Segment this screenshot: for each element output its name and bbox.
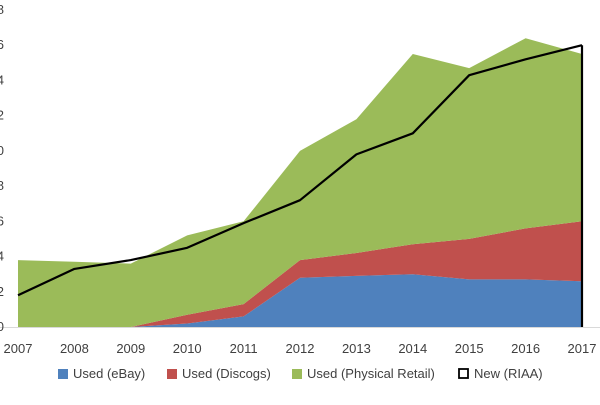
x-tick-label: 2015 — [455, 341, 484, 356]
x-tick-label: 2016 — [511, 341, 540, 356]
x-tick-label: 2008 — [60, 341, 89, 356]
legend-label-used-physical-retail: Used (Physical Retail) — [307, 366, 435, 381]
legend-swatch-used-discogs — [167, 369, 177, 379]
y-tick-label: 2 — [0, 284, 4, 299]
y-tick-labels: 0 2 4 6 8 10 12 14 16 18 — [0, 2, 4, 334]
line-new-riaa — [17, 44, 583, 297]
y-tick-label: 16 — [0, 37, 4, 52]
x-tick-label: 2013 — [342, 341, 371, 356]
legend-label-used-discogs: Used (Discogs) — [182, 366, 271, 381]
legend-swatch-new-riaa — [458, 368, 469, 379]
y-tick-label: 14 — [0, 72, 4, 87]
y-tick-label: 6 — [0, 213, 4, 228]
legend-swatch-used-ebay — [58, 369, 68, 379]
x-tick-label: 2009 — [116, 341, 145, 356]
y-tick-label: 12 — [0, 108, 4, 123]
y-tick-label: 10 — [0, 143, 4, 158]
x-tick-label: 2011 — [230, 341, 258, 356]
x-tick-label: 2007 — [4, 341, 33, 356]
x-tick-label: 2010 — [173, 341, 202, 356]
legend: Used (eBay) Used (Discogs) Used (Physical … — [58, 366, 543, 381]
legend-label-new-riaa: New (RIAA) — [474, 366, 543, 381]
x-tick-labels: 2007 2008 2009 2010 2011 2012 2013 2014 2015 2016… — [4, 341, 597, 356]
x-tick-label: 2014 — [398, 341, 427, 356]
legend-label-used-ebay: Used (eBay) — [73, 366, 145, 381]
y-tick-label: 8 — [0, 178, 4, 193]
area-series-layer — [18, 38, 582, 327]
y-tick-label: 0 — [0, 319, 4, 334]
y-tick-label: 18 — [0, 2, 4, 17]
x-tick-label: 2012 — [286, 341, 315, 356]
area-used-discogs — [18, 221, 582, 327]
y-tick-label: 4 — [0, 249, 4, 264]
area-used-ebay — [18, 274, 582, 327]
x-tick-label: 2017 — [568, 341, 597, 356]
line-series-layer — [17, 44, 584, 327]
legend-swatch-used-physical-retail — [292, 369, 302, 379]
